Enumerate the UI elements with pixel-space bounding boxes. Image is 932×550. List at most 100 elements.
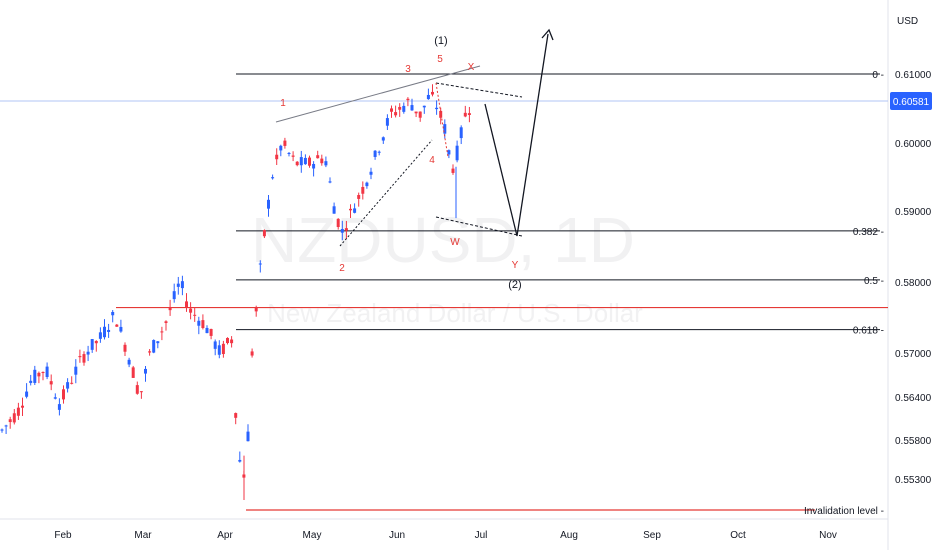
candle-body — [406, 98, 410, 101]
time-tick-feb: Feb — [54, 530, 72, 541]
candle-body — [320, 158, 324, 164]
price-tick-label: 0.55300 — [895, 475, 932, 486]
candle-body — [45, 366, 49, 378]
candle-body — [361, 186, 365, 194]
candle-body — [21, 405, 24, 408]
upper-trendline — [275, 65, 481, 123]
wave-overlays: 1 2 3 4 5 X W Y (1) (2) — [275, 28, 554, 291]
watermark-symbol: NZDUSD, 1D — [251, 204, 635, 276]
candle-body — [37, 372, 41, 377]
wave-label-w: W — [450, 237, 460, 248]
time-tick-sep: Sep — [643, 530, 661, 541]
candle-body — [78, 356, 82, 358]
candle-body — [98, 332, 102, 339]
candle-body — [41, 372, 45, 374]
candle-body — [291, 155, 295, 157]
candle-body — [135, 385, 139, 394]
candle-body — [103, 326, 106, 338]
invalidation-label: Invalidation level - — [804, 506, 884, 517]
candle-body — [217, 345, 221, 355]
candle-body — [258, 263, 262, 265]
candle-body — [267, 199, 270, 209]
candle-body — [250, 351, 254, 356]
candle-body — [439, 110, 443, 118]
candle-body — [283, 140, 287, 146]
candle-body — [152, 340, 156, 353]
price-tick-label: 0.55800 — [895, 436, 932, 447]
candle-body — [234, 413, 238, 418]
wave-label-1: 1 — [280, 98, 286, 109]
price-tick-label: 0.60000 — [895, 139, 932, 150]
candle-body — [164, 321, 168, 323]
candle-body — [410, 105, 414, 111]
candle-body — [123, 344, 127, 352]
candle-body — [451, 168, 455, 173]
wave-label-y: Y — [512, 260, 519, 271]
time-tick-may: May — [303, 530, 322, 541]
candle-body — [176, 283, 180, 287]
wave-label-2: 2 — [339, 263, 345, 274]
candle-body — [201, 320, 205, 329]
fib-level-label: 0.382 - — [853, 227, 884, 238]
candle-body — [332, 206, 336, 214]
time-tick-oct: Oct — [730, 530, 746, 541]
candle-body — [230, 339, 234, 344]
candle-body — [365, 182, 369, 187]
candle-body — [139, 391, 143, 393]
price-axis[interactable]: 0.61000 0.60000 0.59000 0.58000 0.57000 0.564… — [895, 70, 932, 486]
price-tick-label: 0.58000 — [895, 278, 932, 289]
candle-body — [312, 163, 316, 169]
candle-body — [394, 112, 398, 116]
candle-body — [279, 145, 283, 151]
candle-body — [377, 151, 381, 153]
candle-body — [82, 354, 86, 363]
candle-body — [115, 324, 119, 327]
candle-body — [4, 425, 8, 427]
candle-body — [447, 150, 451, 155]
candle-body — [160, 331, 164, 333]
candle-body — [197, 320, 201, 326]
candle-body — [107, 329, 111, 332]
price-tick-label: 0.56400 — [895, 393, 932, 404]
candle-body — [373, 150, 377, 157]
projection-arrowhead — [541, 28, 554, 41]
candle-body — [390, 108, 393, 112]
candle-body — [238, 459, 242, 462]
candle-body — [221, 343, 225, 355]
candle-body — [193, 314, 197, 316]
candle-body — [459, 127, 463, 139]
candle-body — [144, 368, 147, 374]
candle-body — [213, 341, 217, 349]
candle-body — [111, 311, 115, 316]
time-tick-jun: Jun — [389, 530, 405, 541]
fib-level-label: 0.618 - — [853, 326, 884, 337]
candle-body — [226, 337, 229, 344]
time-tick-jul: Jul — [475, 530, 488, 541]
lower-trendline — [339, 139, 433, 247]
candle-body — [463, 112, 467, 117]
candle-body — [131, 367, 135, 378]
time-axis[interactable]: Feb Mar Apr May Jun Jul Aug Sep Oct Nov — [54, 530, 837, 541]
candle-body — [49, 381, 53, 385]
candles — [0, 84, 471, 500]
time-tick-aug: Aug — [560, 530, 578, 541]
candle-body — [185, 301, 188, 308]
candle-body — [62, 389, 65, 400]
candle-body — [168, 307, 172, 311]
candle-body — [435, 107, 439, 110]
wave-label-x: X — [468, 62, 475, 73]
candle-body — [12, 413, 16, 423]
channel-top — [435, 82, 523, 98]
candle-body — [246, 431, 250, 442]
price-tick-label: 0.57000 — [895, 349, 932, 360]
candle-body — [205, 327, 209, 334]
wave-label-4: 4 — [429, 155, 435, 166]
candle-body — [349, 208, 352, 211]
candle-body — [148, 351, 152, 353]
fib-level-label: 0 - — [872, 70, 884, 81]
candle-body — [328, 181, 332, 183]
candle-body — [418, 111, 422, 118]
wave-label-5: 5 — [437, 54, 443, 65]
